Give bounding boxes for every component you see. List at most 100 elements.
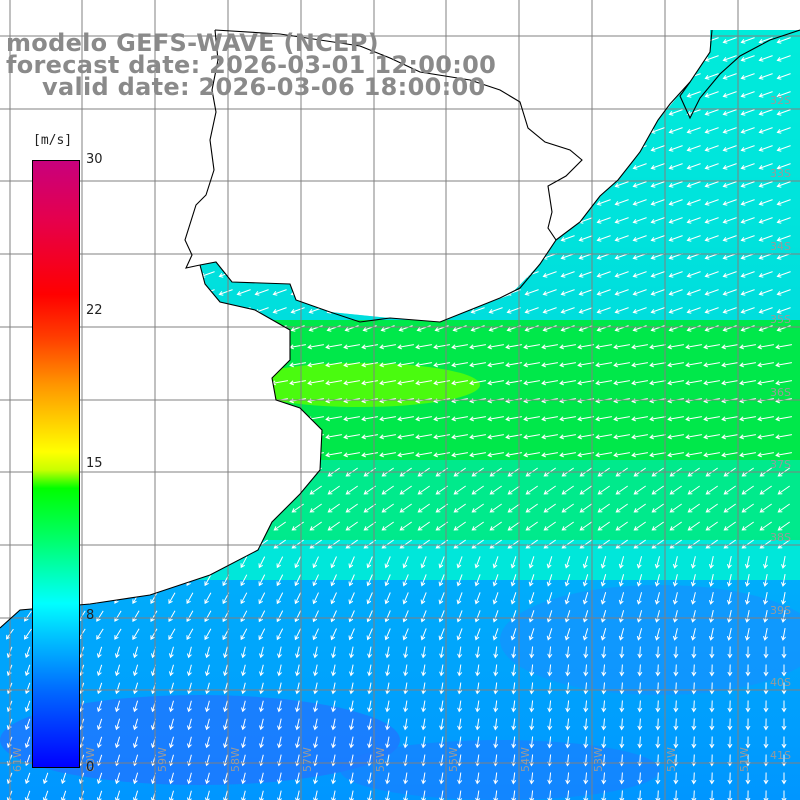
wind-arrow — [421, 772, 427, 785]
wind-arrow — [182, 325, 197, 332]
wind-arrow — [253, 434, 270, 440]
wind-arrow — [600, 610, 607, 623]
wind-arrow — [24, 592, 32, 604]
wind-arrow — [542, 271, 557, 278]
wind-arrow — [361, 452, 378, 458]
wind-arrow — [452, 37, 467, 44]
wind-arrow — [758, 181, 773, 188]
wind-arrow — [398, 37, 413, 44]
wind-arrow — [781, 574, 786, 587]
wind-arrow — [236, 271, 251, 278]
wind-arrow — [186, 682, 192, 695]
wind-arrow — [434, 163, 449, 170]
wind-arrow — [380, 289, 395, 296]
wind-arrow — [559, 362, 576, 368]
wind-arrow — [344, 271, 359, 278]
wind-arrow — [709, 682, 715, 695]
wind-arrow — [204, 646, 210, 659]
wind-arrow — [420, 610, 427, 623]
wind-arrow — [596, 145, 611, 152]
wind-arrow — [633, 503, 646, 513]
wind-arrow — [308, 199, 323, 206]
wind-arrow — [344, 145, 359, 152]
wind-arrow — [181, 416, 198, 422]
wind-arrow — [416, 217, 431, 224]
wind-arrow — [686, 37, 701, 44]
wind-arrow — [721, 380, 738, 386]
wind-arrow — [745, 664, 751, 677]
wind-arrow — [204, 574, 212, 587]
wind-arrow — [182, 163, 197, 170]
wind-arrow — [290, 325, 305, 332]
wind-arrow — [290, 307, 305, 314]
wind-arrow — [96, 700, 103, 713]
wind-arrow — [655, 700, 661, 713]
wind-arrow — [165, 503, 178, 513]
wind-arrow — [745, 700, 751, 713]
wind-arrow — [595, 344, 612, 350]
wind-arrow — [109, 380, 126, 386]
wind-arrow — [254, 109, 269, 116]
wind-arrow — [348, 556, 355, 569]
wind-arrow — [596, 55, 611, 62]
wind-arrow — [258, 556, 266, 569]
wind-arrow — [218, 145, 233, 152]
wind-arrow — [434, 289, 449, 296]
wind-arrow — [668, 235, 683, 242]
wind-arrow — [722, 307, 737, 314]
wind-arrow — [308, 163, 323, 170]
wind-arrow — [91, 380, 108, 386]
wind-arrow — [240, 610, 248, 623]
wind-arrow — [469, 362, 486, 368]
wind-arrow — [241, 736, 246, 749]
wind-arrow — [686, 109, 701, 116]
wind-arrow — [327, 503, 340, 513]
wind-arrow — [690, 574, 696, 587]
wind-arrow — [776, 55, 791, 62]
wind-arrow — [704, 145, 719, 152]
wind-arrow — [271, 434, 288, 440]
wind-arrow — [722, 91, 737, 98]
wind-arrow — [307, 344, 324, 350]
wind-arrow — [560, 109, 575, 116]
wind-arrow — [650, 199, 665, 206]
wind-arrow — [397, 380, 414, 386]
wind-arrow — [619, 664, 625, 677]
wind-arrow — [114, 718, 121, 731]
wind-arrow — [691, 718, 697, 731]
wind-arrow — [776, 235, 791, 242]
wind-arrow — [403, 718, 409, 731]
wind-arrow — [655, 718, 661, 731]
wind-arrow — [128, 307, 143, 314]
wind-arrow — [92, 235, 107, 242]
wind-arrow — [379, 452, 396, 458]
wind-arrow — [528, 574, 535, 587]
wind-arrow — [524, 91, 539, 98]
wind-arrow — [218, 307, 233, 314]
wind-arrow — [326, 199, 341, 206]
wind-arrow — [475, 700, 481, 713]
wind-arrow — [361, 380, 378, 386]
wind-arrow — [416, 109, 431, 116]
wind-arrow — [150, 556, 158, 569]
wind-arrow — [763, 646, 769, 659]
wind-arrow — [182, 109, 197, 116]
wind-arrow — [561, 503, 574, 513]
wind-arrow — [362, 271, 377, 278]
wind-arrow — [758, 127, 773, 134]
wind-arrow — [289, 380, 306, 386]
wind-arrow — [560, 217, 575, 224]
wind-arrow — [776, 73, 791, 80]
wind-arrow — [775, 380, 792, 386]
wind-arrow — [489, 539, 502, 549]
wind-arrow — [542, 55, 557, 62]
wind-arrow — [596, 307, 611, 314]
wind-arrow — [289, 416, 306, 422]
wind-arrow — [565, 700, 571, 713]
wind-arrow — [511, 700, 517, 713]
wind-arrow — [276, 592, 284, 605]
wind-arrow — [614, 271, 629, 278]
wind-arrow — [168, 556, 176, 569]
wind-arrow — [507, 485, 520, 495]
